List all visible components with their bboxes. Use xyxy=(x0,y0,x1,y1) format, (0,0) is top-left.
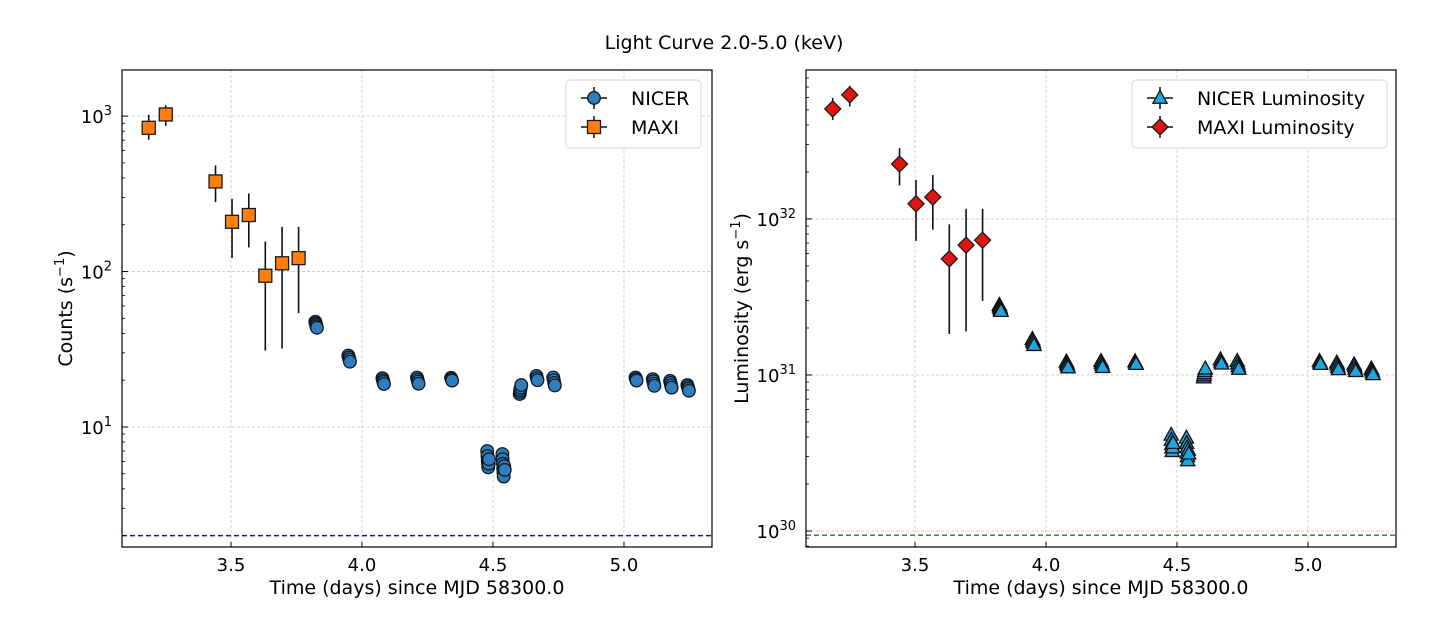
data-point xyxy=(141,120,156,135)
legend-item: MAXI xyxy=(581,116,679,139)
x-tick-label: 3.5 xyxy=(217,555,246,576)
x-axis-label: Time (days) since MJD 58300.0 xyxy=(269,577,565,599)
data-point xyxy=(647,378,662,393)
data-point xyxy=(1347,362,1364,378)
data-point xyxy=(840,85,859,104)
y-axis-label: Luminosity (erg s−1) xyxy=(729,213,753,404)
y-axis-label: Counts (s−1) xyxy=(53,250,77,366)
x-tick-label: 5.0 xyxy=(610,555,639,576)
data-point xyxy=(1197,359,1214,375)
data-point xyxy=(1213,354,1230,370)
legend-label: NICER xyxy=(631,88,689,110)
data-point xyxy=(681,383,696,398)
data-point xyxy=(1127,355,1145,370)
legend-box xyxy=(1131,79,1388,149)
legend-marker xyxy=(1151,118,1169,136)
y-tick-label: 103 xyxy=(81,104,112,128)
data-point xyxy=(530,373,545,388)
data-point xyxy=(342,354,357,369)
data-point xyxy=(1312,355,1329,370)
data-point xyxy=(547,378,562,393)
y-tick-label: 1032 xyxy=(757,207,796,231)
right-panel-luminosity: 3.5 4.0 4.5 5.0 1030 1031 1032 Time (days) sinc… xyxy=(729,69,1397,599)
y-tick-label: 1031 xyxy=(757,363,796,387)
data-point xyxy=(482,452,496,467)
data-point xyxy=(224,214,240,229)
data-point xyxy=(1180,444,1197,460)
x-tick-label: 4.5 xyxy=(1163,555,1192,576)
data-point xyxy=(957,236,975,255)
x-tick-label: 5.0 xyxy=(1294,555,1323,576)
x-axis-label: Time (days) since MJD 58300.0 xyxy=(953,577,1249,599)
gridlines xyxy=(806,70,1396,547)
data-point xyxy=(890,155,909,173)
legend-label: MAXI Luminosity xyxy=(1197,117,1355,139)
figure-suptitle: Light Curve 2.0-5.0 (keV) xyxy=(605,32,844,54)
x-tick-label: 4.5 xyxy=(479,555,508,576)
data-point xyxy=(907,194,925,213)
legend-item: MAXI Luminosity xyxy=(1147,116,1355,139)
left-panel-counts: 3.5 4.0 4.5 5.0 101 102 103 Time (days) since M… xyxy=(53,69,713,599)
data-point xyxy=(1094,358,1111,374)
legend-marker xyxy=(1151,89,1169,104)
series-maxi xyxy=(141,105,306,351)
data-point xyxy=(241,207,256,223)
series-maxi-luminosity xyxy=(823,85,992,335)
data-point xyxy=(973,231,992,250)
legend: NICER MAXI xyxy=(565,79,702,149)
x-tick-label: 4.0 xyxy=(348,555,377,576)
x-tick-label: 3.5 xyxy=(901,555,930,576)
legend-marker xyxy=(586,119,602,135)
data-point xyxy=(940,249,959,268)
data-point xyxy=(664,380,679,395)
data-point xyxy=(1164,434,1182,450)
data-point xyxy=(514,378,529,393)
y-tick-label: 102 xyxy=(81,260,112,284)
data-point xyxy=(377,377,391,391)
data-point xyxy=(629,373,644,388)
legend-label: NICER Luminosity xyxy=(1197,88,1365,110)
data-point xyxy=(1364,365,1382,381)
data-point xyxy=(823,99,842,118)
data-point xyxy=(1059,358,1077,374)
legend-label: MAXI xyxy=(631,117,679,139)
plot-area xyxy=(141,105,696,484)
data-point xyxy=(208,174,223,189)
legend-item: NICER Luminosity xyxy=(1147,87,1365,110)
data-point xyxy=(258,268,273,283)
series-nicer-luminosity xyxy=(991,296,1382,467)
plot-area xyxy=(823,85,1382,467)
axes-frame xyxy=(121,69,713,548)
data-point xyxy=(158,107,173,122)
legend-marker xyxy=(587,91,601,105)
data-point xyxy=(923,188,942,207)
series-nicer xyxy=(308,314,696,484)
data-point xyxy=(309,320,324,335)
data-point xyxy=(445,373,460,388)
data-point xyxy=(274,256,290,271)
data-point xyxy=(1230,360,1248,375)
data-point xyxy=(1330,360,1347,376)
data-point xyxy=(497,462,512,477)
data-point xyxy=(1025,336,1043,352)
data-point xyxy=(411,376,426,391)
y-tick-label: 1030 xyxy=(757,519,796,543)
legend-item: NICER xyxy=(581,87,689,110)
legend: NICER Luminosity MAXI Luminosity xyxy=(1131,79,1388,149)
data-point xyxy=(992,302,1010,317)
data-point xyxy=(291,250,306,266)
axes-frame xyxy=(805,69,1397,548)
x-tick-label: 4.0 xyxy=(1032,555,1061,576)
y-tick-label: 101 xyxy=(81,415,112,439)
